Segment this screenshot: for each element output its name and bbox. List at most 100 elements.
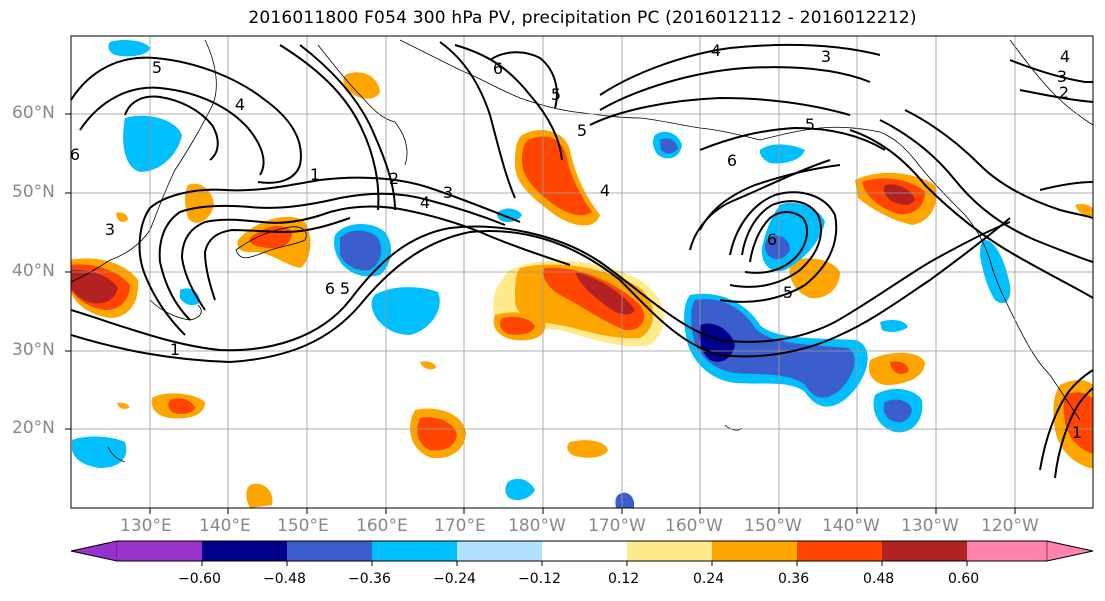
pv-contour-21 (744, 211, 808, 274)
colorbar-seg-7 (627, 541, 712, 561)
contour-label: 5 (805, 115, 815, 134)
lon-label-160e: 160°E (356, 516, 408, 536)
contour-label: 6 (493, 59, 503, 78)
precip-negative-area (883, 399, 912, 423)
pv-contour-5 (180, 205, 571, 311)
pv-contour-14 (489, 51, 558, 109)
pv-contour-26 (904, 109, 1093, 219)
colorbar-tick-label: 0.36 (778, 571, 810, 587)
precip-negative-area (765, 235, 790, 260)
colorbar-tick-label: 0.60 (948, 571, 980, 587)
contour-label: 4 (1060, 47, 1070, 66)
pv-contour-24 (849, 129, 1093, 299)
pv-contour-25 (879, 119, 1093, 263)
precip-negative-area (123, 115, 182, 172)
lon-label-180w: 180°W (508, 516, 566, 536)
colorbar-seg-5 (457, 541, 542, 561)
lon-label-120w: 120°W (981, 516, 1039, 536)
precip-negative-area (660, 138, 678, 154)
precip-negative-area (505, 478, 535, 501)
colorbar-tick-label: 0.12 (608, 571, 640, 587)
colorbar-seg-10 (882, 541, 967, 561)
lon-label-130w: 130°W (901, 516, 959, 536)
contour-label: 4 (235, 95, 245, 114)
pv-contour-30 (1009, 59, 1093, 83)
lat-label-20n: 20°N (12, 418, 55, 438)
colorbar-tick-label: −0.36 (348, 571, 391, 587)
colorbar-seg-0 (70, 540, 118, 562)
pv-contour-8 (79, 86, 265, 176)
colorbar-outline (70, 540, 1094, 562)
lon-label-150e: 150°E (277, 516, 329, 536)
pv-contour-17 (589, 96, 851, 126)
lon-label-170w: 170°W (588, 516, 646, 536)
pv-contour-10 (279, 44, 380, 211)
contour-label: 4 (420, 193, 430, 212)
lon-label-160w: 160°W (665, 516, 723, 536)
precip-positive-area (117, 402, 130, 409)
pv-contour-6 (203, 217, 351, 301)
colorbar-tick-label: −0.48 (263, 571, 306, 587)
contour-label: 2 (1059, 83, 1069, 102)
precip-positive-area (185, 183, 214, 223)
colorbar-tick-label: −0.60 (178, 571, 221, 587)
precip-positive-area (890, 361, 909, 374)
lon-label-140w: 140°W (822, 516, 880, 536)
axis-ticks (65, 113, 1016, 514)
precip-negative-area (880, 319, 908, 332)
pv-contour-29 (1054, 387, 1093, 479)
colorbar-seg-11 (967, 541, 1047, 561)
pv-contour-1 (71, 217, 1011, 364)
colorbar-seg-3 (287, 541, 372, 561)
precip-positive-area (417, 417, 457, 451)
precip-positive-area (343, 72, 380, 99)
colorbar-seg-4 (372, 541, 457, 561)
contour-label: 4 (711, 41, 721, 60)
lon-label-170e: 170°E (434, 516, 486, 536)
pv-contour-12 (439, 41, 516, 199)
pv-contour-15 (599, 43, 881, 96)
precip-positive-area (71, 269, 118, 304)
precip-positive-area (575, 272, 635, 315)
pv-contour-28 (1039, 369, 1093, 471)
contour-label: 6 (70, 145, 80, 164)
precip-positive-area (116, 212, 128, 222)
colorbar-tick-label: 0.24 (693, 571, 725, 587)
contour-label: 5 (783, 283, 793, 302)
lat-label-30n: 30°N (12, 340, 55, 360)
pv-contour-9 (124, 95, 219, 161)
precip-positive-area (522, 136, 592, 216)
colorbar-seg-8 (712, 541, 797, 561)
pv-contour-7 (71, 56, 302, 184)
lat-label-60n: 60°N (12, 103, 55, 123)
contour-labels: 5 4 1 2 3 4 6 5 5 4 4 3 3 2 5 6 4 6 5 1 … (70, 41, 1082, 442)
pv-contour-23 (699, 164, 841, 231)
colorbar-seg-2 (202, 541, 287, 561)
pv-contour-13 (454, 44, 563, 161)
precip-positive-area (567, 440, 608, 458)
graticule (71, 36, 1093, 508)
precip-positive-area (543, 267, 645, 331)
contour-label: 3 (821, 47, 831, 66)
pv-contour-2 (71, 221, 1011, 352)
precip-positive-area (168, 398, 195, 414)
pv-contour-19 (719, 191, 838, 303)
pv-contours (71, 41, 1093, 479)
colorbar-seg-6 (542, 541, 627, 561)
precip-negative-area (496, 208, 522, 223)
lon-label-140e: 140°E (199, 516, 251, 536)
precip-positive-area (1063, 392, 1093, 454)
colorbar-seg-9 (797, 541, 882, 561)
pv-contour-27 (1039, 181, 1093, 191)
lat-label-50n: 50°N (12, 182, 55, 202)
pv-contour-18 (699, 126, 886, 151)
pv-contour-3 (138, 176, 521, 336)
precip-positive-area (420, 361, 436, 370)
map-title: 2016011800 F054 300 hPa PV, precipitatio… (248, 8, 917, 28)
contour-label: 6 (325, 279, 335, 298)
colorbar-seg-1 (117, 541, 202, 561)
contour-label: 1 (170, 340, 180, 359)
precip-negative-area (72, 436, 127, 468)
colorbar-tick-label: −0.12 (518, 571, 561, 587)
